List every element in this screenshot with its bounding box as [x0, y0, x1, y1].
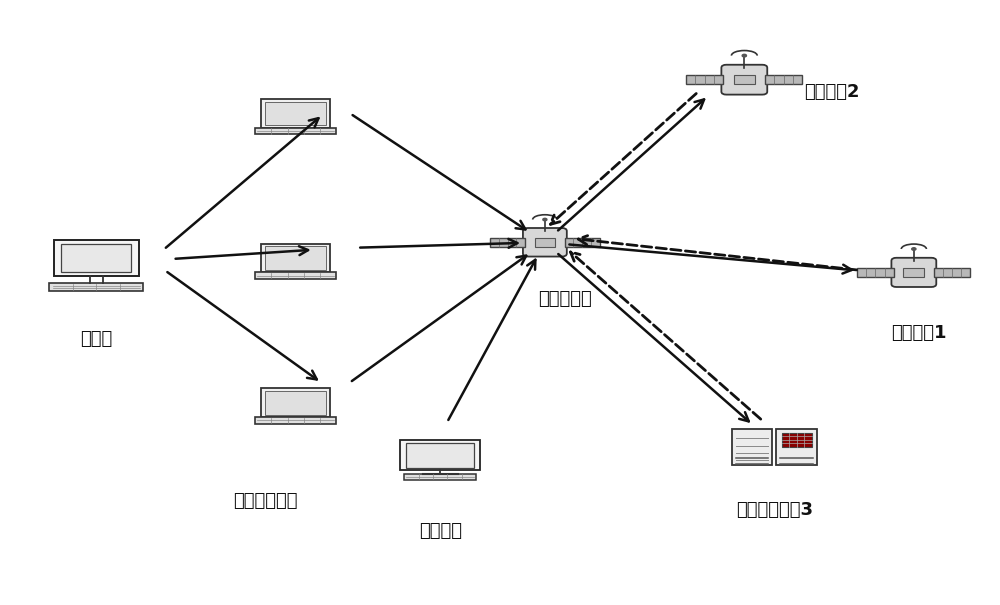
FancyArrowPatch shape [448, 260, 535, 420]
FancyBboxPatch shape [490, 238, 525, 247]
Circle shape [543, 218, 547, 221]
FancyBboxPatch shape [265, 102, 326, 125]
FancyBboxPatch shape [523, 228, 567, 257]
FancyArrowPatch shape [569, 244, 852, 273]
FancyBboxPatch shape [61, 244, 131, 272]
FancyBboxPatch shape [782, 433, 812, 446]
FancyBboxPatch shape [903, 268, 924, 277]
FancyArrowPatch shape [352, 256, 526, 381]
FancyBboxPatch shape [261, 244, 330, 272]
FancyArrowPatch shape [558, 99, 704, 231]
FancyBboxPatch shape [734, 75, 755, 85]
Text: 辅助节点2: 辅助节点2 [804, 83, 860, 100]
FancyBboxPatch shape [404, 474, 476, 480]
FancyArrowPatch shape [550, 94, 696, 224]
FancyBboxPatch shape [721, 65, 767, 94]
FancyBboxPatch shape [255, 272, 336, 279]
FancyArrowPatch shape [360, 239, 517, 248]
Circle shape [742, 54, 746, 57]
FancyBboxPatch shape [857, 268, 894, 277]
FancyBboxPatch shape [765, 75, 802, 85]
FancyBboxPatch shape [261, 99, 330, 128]
FancyBboxPatch shape [406, 443, 474, 468]
FancyBboxPatch shape [400, 439, 480, 469]
Circle shape [912, 247, 916, 250]
FancyArrowPatch shape [558, 254, 749, 422]
FancyBboxPatch shape [265, 391, 326, 414]
FancyBboxPatch shape [535, 238, 555, 247]
Text: 攻击者: 攻击者 [80, 330, 112, 348]
FancyArrowPatch shape [570, 252, 761, 419]
Text: 地面辅助节点3: 地面辅助节点3 [736, 501, 813, 519]
Text: 辅助节点1: 辅助节点1 [891, 324, 947, 342]
FancyArrowPatch shape [167, 272, 317, 379]
FancyArrowPatch shape [176, 246, 308, 259]
FancyArrowPatch shape [578, 235, 857, 270]
FancyBboxPatch shape [49, 283, 143, 290]
FancyBboxPatch shape [265, 246, 326, 270]
FancyBboxPatch shape [54, 240, 139, 276]
FancyBboxPatch shape [776, 429, 817, 465]
FancyBboxPatch shape [934, 268, 970, 277]
Text: 受控制的主机: 受控制的主机 [233, 492, 298, 510]
FancyBboxPatch shape [732, 429, 772, 465]
Text: 正常用户: 正常用户 [419, 522, 462, 540]
FancyArrowPatch shape [166, 118, 318, 248]
FancyBboxPatch shape [255, 128, 336, 134]
Text: 受攻击节点: 受攻击节点 [538, 290, 592, 309]
FancyBboxPatch shape [565, 238, 600, 247]
FancyArrowPatch shape [353, 115, 525, 229]
FancyBboxPatch shape [891, 258, 936, 287]
FancyBboxPatch shape [686, 75, 723, 85]
FancyBboxPatch shape [255, 417, 336, 424]
FancyBboxPatch shape [261, 388, 330, 417]
